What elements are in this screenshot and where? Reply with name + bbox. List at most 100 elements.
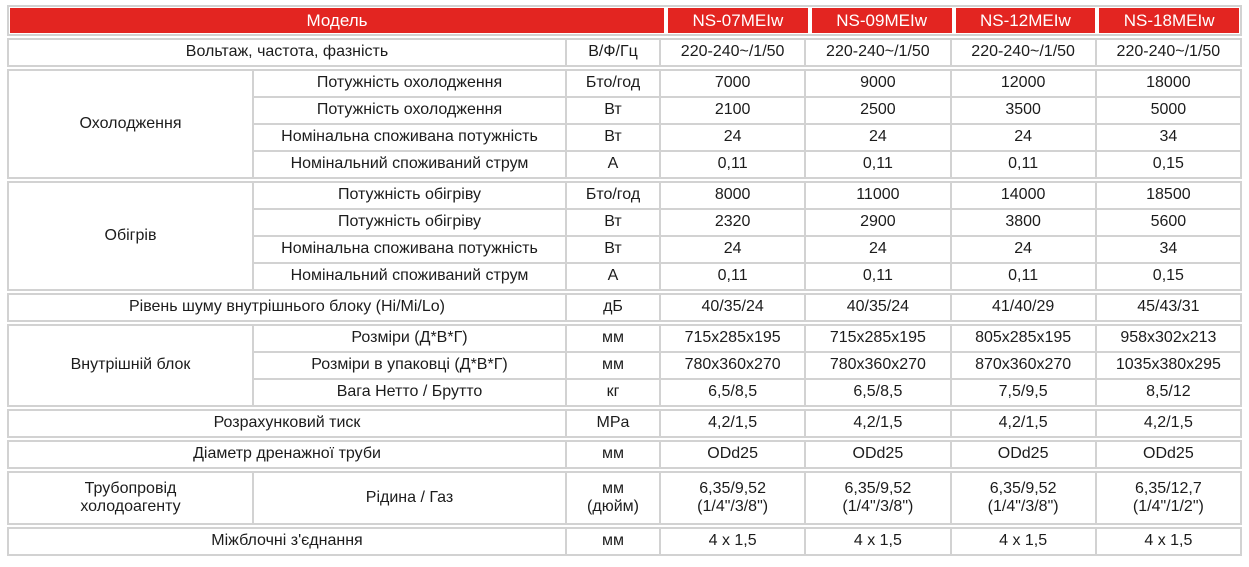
model-header-ns-18meiw: NS-18MEIw <box>1099 8 1239 33</box>
param-label: Вага Нетто / Брутто <box>254 380 565 405</box>
spec-value: 12000 <box>951 71 1095 96</box>
spec-value: 4 x 1,5 <box>806 529 950 554</box>
unit-label: мм <box>567 442 659 467</box>
spec-value: 24 <box>806 237 950 262</box>
spec-value: 715x285x195 <box>806 326 950 351</box>
spec-value: 4,2/1,5 <box>806 411 950 436</box>
spec-value: 4,2/1,5 <box>1096 411 1240 436</box>
spec-value: 2320 <box>661 210 805 235</box>
model-header-ns-07meiw: NS-07MEIw <box>668 8 808 33</box>
spec-value: 24 <box>661 125 805 150</box>
unit-label: Вт <box>567 98 659 123</box>
spec-value: 34 <box>1096 237 1240 262</box>
group-label-refrigerant-piping: Трубопровід холодоагенту <box>9 473 252 523</box>
spec-value: 34 <box>1096 125 1240 150</box>
spec-value: 3800 <box>951 210 1095 235</box>
spec-value: 0,11 <box>806 264 950 289</box>
unit-label: кг <box>567 380 659 405</box>
unit-label: А <box>567 264 659 289</box>
param-label: Діаметр дренажної труби <box>9 442 565 467</box>
spec-value: 40/35/24 <box>661 295 805 320</box>
unit-label: MPa <box>567 411 659 436</box>
band-indoor-unit: Внутрішній блок Розміри (Д*В*Г) мм 715x285x… <box>7 324 1242 407</box>
spec-value: 4,2/1,5 <box>951 411 1095 436</box>
param-label: Рівень шуму внутрішнього блоку (Hi/Mi/Lo… <box>9 295 565 320</box>
unit-label: мм <box>567 529 659 554</box>
spec-value: 780x360x270 <box>806 353 950 378</box>
spec-value: 40/35/24 <box>806 295 950 320</box>
spec-value: 6,35/9,52 (1/4"/3/8") <box>661 473 805 523</box>
unit-label: мм (дюйм) <box>567 473 659 523</box>
band-heating: Обігрів Потужність обігріву Бто/год 8000 110… <box>7 181 1242 291</box>
spec-value: 8,5/12 <box>1096 380 1240 405</box>
param-label: Номінальна споживана потужність <box>254 237 565 262</box>
spec-value: 6,35/12,7 (1/4"/1/2") <box>1096 473 1240 523</box>
unit-label: мм <box>567 326 659 351</box>
spec-value: 870x360x270 <box>951 353 1095 378</box>
param-label: Номінальний споживаний струм <box>254 152 565 177</box>
spec-value: 7,5/9,5 <box>951 380 1095 405</box>
spec-value: 2500 <box>806 98 950 123</box>
param-label: Розрахунковий тиск <box>9 411 565 436</box>
spec-value: 3500 <box>951 98 1095 123</box>
spec-value: 24 <box>951 237 1095 262</box>
spec-value: 4 x 1,5 <box>661 529 805 554</box>
spec-value: 780x360x270 <box>661 353 805 378</box>
unit-label: Вт <box>567 237 659 262</box>
spec-value: 6,35/9,52 (1/4"/3/8") <box>951 473 1095 523</box>
param-label: Міжблочні з'єднання <box>9 529 565 554</box>
spec-value: 0,11 <box>951 264 1095 289</box>
spec-value: ODd25 <box>661 442 805 467</box>
spec-value: 1035x380x295 <box>1096 353 1240 378</box>
unit-label: мм <box>567 353 659 378</box>
model-column-header: Модель <box>10 8 664 33</box>
unit-label: Бто/год <box>567 183 659 208</box>
spec-value: 0,15 <box>1096 264 1240 289</box>
spec-value: 4,2/1,5 <box>661 411 805 436</box>
spec-value: 6,5/8,5 <box>661 380 805 405</box>
spec-value: 24 <box>951 125 1095 150</box>
spec-value: 11000 <box>806 183 950 208</box>
spec-value: 7000 <box>661 71 805 96</box>
group-label-heating: Обігрів <box>9 183 252 289</box>
unit-label: А <box>567 152 659 177</box>
spec-value: 2900 <box>806 210 950 235</box>
spec-value: 805x285x195 <box>951 326 1095 351</box>
param-label: Потужність обігріву <box>254 210 565 235</box>
group-label-indoor-unit: Внутрішній блок <box>9 326 252 405</box>
param-label: Потужність обігріву <box>254 183 565 208</box>
spec-value: 5000 <box>1096 98 1240 123</box>
spec-value: ODd25 <box>951 442 1095 467</box>
unit-label: В/Ф/Гц <box>567 40 659 65</box>
spec-value: 4 x 1,5 <box>951 529 1095 554</box>
spec-value: 8000 <box>661 183 805 208</box>
spec-value: 24 <box>806 125 950 150</box>
spec-value: 4 x 1,5 <box>1096 529 1240 554</box>
spec-value: 0,15 <box>1096 152 1240 177</box>
band-design-pressure: Розрахунковий тиск MPa 4,2/1,5 4,2/1,5 4,2/1… <box>7 409 1242 438</box>
spec-value: 14000 <box>951 183 1095 208</box>
unit-label: Вт <box>567 210 659 235</box>
param-label: Рідина / Газ <box>254 473 565 523</box>
spec-table: Модель NS-07MEIw NS-09MEIw NS-12MEIw NS-18ME… <box>7 5 1242 556</box>
param-label: Вольтаж, частота, фазність <box>9 40 565 65</box>
spec-value: 24 <box>661 237 805 262</box>
param-label: Розміри в упаковці (Д*В*Г) <box>254 353 565 378</box>
table-header-row: Модель NS-07MEIw NS-09MEIw NS-12MEIw NS-18ME… <box>7 5 1242 36</box>
spec-value: 18500 <box>1096 183 1240 208</box>
spec-value: 220-240~/1/50 <box>661 40 805 65</box>
param-label: Номінальний споживаний струм <box>254 264 565 289</box>
spec-value: 41/40/29 <box>951 295 1095 320</box>
spec-value: 0,11 <box>806 152 950 177</box>
spec-value: 5600 <box>1096 210 1240 235</box>
spec-value: 0,11 <box>951 152 1095 177</box>
spec-value: 958x302x213 <box>1096 326 1240 351</box>
unit-label: Бто/год <box>567 71 659 96</box>
spec-value: 220-240~/1/50 <box>806 40 950 65</box>
spec-value: 0,11 <box>661 264 805 289</box>
model-header-ns-09meiw: NS-09MEIw <box>811 8 952 33</box>
band-cooling: Охолодження Потужність охолодження Бто/год… <box>7 69 1242 179</box>
param-label: Потужність охолодження <box>254 71 565 96</box>
param-label: Номінальна споживана потужність <box>254 125 565 150</box>
band-refrigerant-piping: Трубопровід холодоагенту Рідина / Газ мм (… <box>7 471 1242 525</box>
